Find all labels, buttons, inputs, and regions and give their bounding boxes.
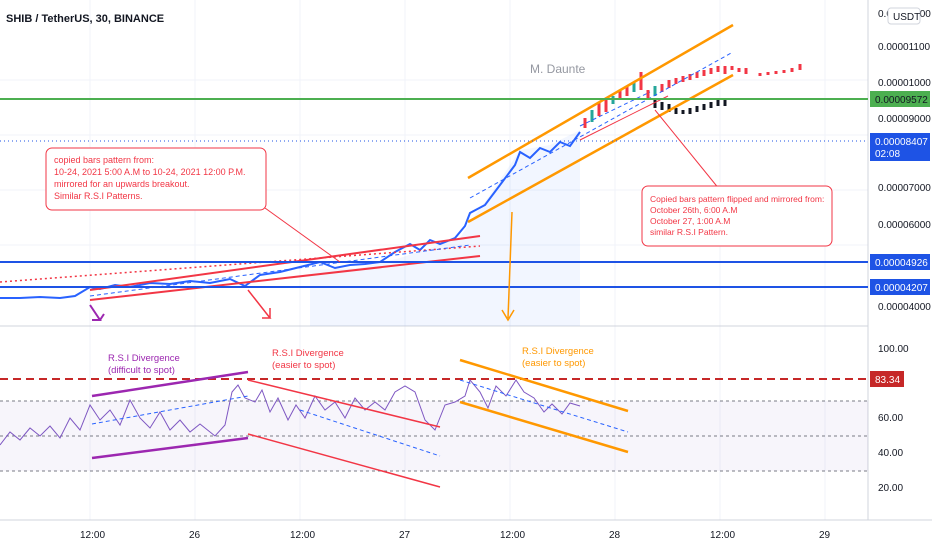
svg-text:R.S.I Divergence: R.S.I Divergence	[272, 348, 344, 359]
svg-text:83.34: 83.34	[875, 375, 900, 386]
price-marker-level-1: 0.00004926	[870, 254, 930, 270]
rsi-div-label-3: R.S.I Divergence (easier to spot)	[522, 346, 594, 369]
svg-text:(difficult to spot): (difficult to spot)	[108, 365, 175, 376]
price-tick: 0.00009000	[878, 114, 931, 125]
rsi-marker: 83.34	[870, 371, 904, 387]
red-channel-lower	[89, 255, 481, 301]
right-note-box: Copied bars pattern flipped and mirrored…	[641, 185, 833, 247]
rsi-div-label-1: R.S.I Divergence (difficult to spot)	[108, 353, 180, 376]
right-note-line-3: October 27, 1:00 A.M	[650, 216, 730, 226]
price-marker-green: 0.00009572	[870, 91, 930, 107]
time-tick: 27	[399, 530, 411, 541]
time-tick: 12:00	[710, 530, 735, 541]
price-tick: 0.00001000	[878, 78, 931, 89]
rsi-tick: 40.00	[878, 448, 903, 459]
time-axis[interactable]: 12:00 26 12:00 27 12:00 28 12:00 29	[80, 530, 831, 541]
left-note-line-2: 10-24, 2021 5:00 A.M to 10-24, 2021 12:0…	[54, 167, 245, 177]
left-note-box: copied bars pattern from: 10-24, 2021 5:…	[45, 147, 267, 211]
svg-text:(easier to spot): (easier to spot)	[272, 360, 335, 371]
time-tick: 12:00	[290, 530, 315, 541]
watermark-author: M. Daunte	[530, 62, 586, 76]
time-tick: 28	[609, 530, 621, 541]
price-tick: 0.00004000	[878, 302, 931, 313]
svg-text:0.00004207: 0.00004207	[875, 283, 928, 294]
rsi-tick: 20.00	[878, 483, 903, 494]
right-note-line-1: Copied bars pattern flipped and mirrored…	[650, 194, 824, 204]
countdown-label: 02:08	[875, 149, 900, 160]
svg-text:R.S.I Divergence: R.S.I Divergence	[522, 346, 594, 357]
red-thin-trend	[579, 95, 669, 141]
time-tick: 29	[819, 530, 831, 541]
rsi-tick: 100.00	[878, 344, 909, 355]
price-tick: 0.00001100	[878, 42, 931, 53]
time-tick: 12:00	[80, 530, 105, 541]
rsi-tick: 60.00	[878, 413, 903, 424]
rsi-divergence-lines	[91, 358, 629, 488]
price-tick: 0.00007000	[878, 183, 931, 194]
time-tick: 12:00	[500, 530, 525, 541]
trendlines	[0, 23, 868, 322]
symbol-title: SHIB / TetherUS, 30, BINANCE	[6, 13, 164, 25]
left-note-line-3: mirrored for an upwards breakout.	[54, 179, 190, 189]
left-note-line-1: copied bars pattern from:	[54, 155, 154, 165]
right-note-line-2: October 26th, 6:00 A.M	[650, 205, 737, 215]
right-note-line-4: similar R.S.I Pattern.	[650, 227, 728, 237]
blue-dashed-trend-2	[469, 51, 734, 199]
red-dotted-trend	[0, 245, 481, 283]
orange-channel-upper	[467, 23, 734, 180]
rsi-levels	[0, 400, 868, 472]
rsi-line	[0, 378, 581, 446]
svg-text:0.00009572: 0.00009572	[875, 95, 928, 106]
price-area-fill	[310, 130, 580, 326]
rsi-div-label-2: R.S.I Divergence (easier to spot)	[272, 348, 344, 371]
left-note-line-4: Similar R.S.I Patterns.	[54, 191, 143, 201]
svg-text:(easier to spot): (easier to spot)	[522, 358, 585, 369]
price-tick: 0.00006000	[878, 220, 931, 231]
currency-button[interactable]: USDT	[887, 7, 921, 25]
currency-label: USDT	[893, 12, 920, 23]
svg-text:R.S.I Divergence: R.S.I Divergence	[108, 353, 180, 364]
price-marker-current: 0.00008407 02:08	[870, 133, 930, 161]
svg-text:0.00004926: 0.00004926	[875, 258, 928, 269]
time-tick: 26	[189, 530, 201, 541]
svg-text:0.00008407: 0.00008407	[875, 137, 928, 148]
price-marker-level-2: 0.00004207	[870, 279, 930, 295]
